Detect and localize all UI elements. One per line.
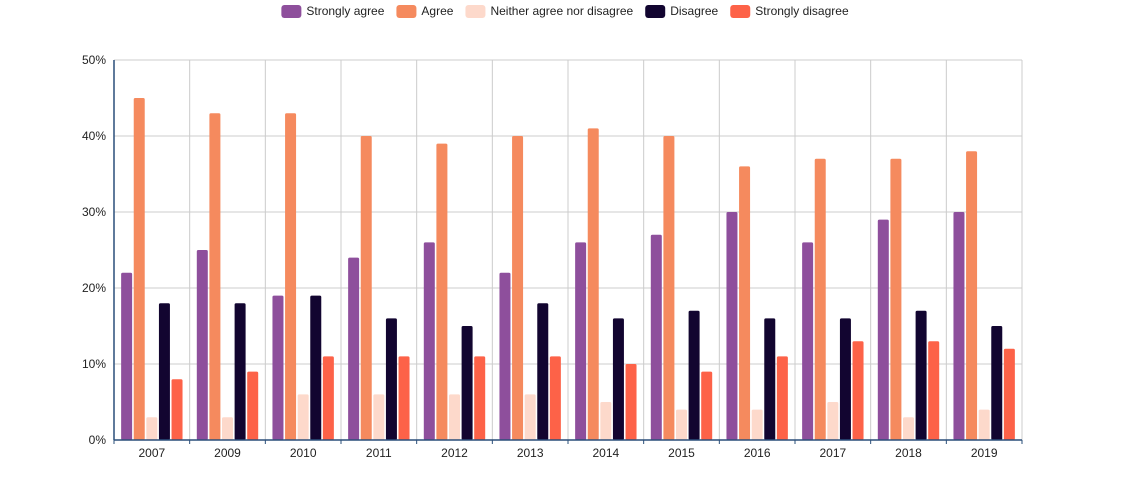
legend-swatch (645, 5, 666, 18)
bar (739, 166, 751, 440)
bar (663, 136, 675, 440)
y-tick-label: 20% (82, 281, 106, 295)
bar (575, 242, 587, 440)
bar (600, 402, 612, 440)
x-tick-label: 2016 (744, 446, 771, 460)
bars (121, 98, 1015, 441)
bar (890, 158, 902, 441)
bar (499, 272, 511, 440)
bar (272, 295, 284, 440)
bar (688, 310, 700, 440)
bar (423, 242, 435, 440)
bar (802, 242, 814, 440)
legend-label: Disagree (670, 4, 718, 18)
y-axis: 0% 10% 20% 30% 40% 50% (82, 53, 115, 447)
x-tick-label: 2015 (668, 446, 695, 460)
bar (814, 158, 826, 441)
bar (966, 151, 978, 440)
bar (625, 364, 637, 440)
legend-swatch (396, 5, 417, 18)
y-tick-label: 50% (82, 53, 106, 67)
legend-item[interactable]: Disagree (645, 4, 719, 18)
bar (398, 356, 410, 440)
bar (158, 303, 170, 440)
bar (1003, 348, 1015, 440)
gridlines (113, 59, 1023, 441)
bar (839, 318, 851, 440)
y-tick-label: 10% (82, 357, 106, 371)
bar (360, 136, 372, 440)
x-tick-label: 2018 (895, 446, 922, 460)
legend-item[interactable]: Strongly disagree (730, 4, 849, 18)
bar (726, 212, 738, 440)
legend-label: Strongly disagree (755, 4, 849, 18)
bar (512, 136, 524, 440)
legend-swatch (281, 5, 302, 18)
legend: Strongly agree Agree Neither agree nor dis… (281, 4, 849, 18)
x-tick-label: 2014 (592, 446, 619, 460)
bar (247, 371, 259, 440)
bar (385, 318, 397, 440)
bar (121, 272, 133, 440)
bar (650, 234, 662, 440)
bar (701, 371, 713, 440)
bar (776, 356, 788, 440)
bar (978, 409, 990, 440)
legend-label: Agree (421, 4, 453, 18)
bar (310, 295, 322, 440)
bar (928, 341, 940, 440)
bar (676, 409, 687, 440)
bar (234, 303, 246, 440)
bar (991, 326, 1003, 440)
x-tick-label: 2017 (819, 446, 846, 460)
legend-label: Strongly agree (306, 4, 384, 18)
legend-swatch (730, 5, 751, 18)
legend-item[interactable]: Strongly agree (281, 4, 385, 18)
bar (764, 318, 776, 440)
bar (852, 341, 864, 440)
bar (537, 303, 549, 440)
bar (449, 394, 460, 440)
x-tick-label: 2009 (214, 446, 241, 460)
legend-item[interactable]: Agree (396, 4, 454, 18)
bar (209, 113, 221, 440)
bar (953, 212, 965, 440)
bar (612, 318, 624, 440)
x-tick-label: 2010 (290, 446, 317, 460)
bar (133, 98, 145, 440)
bar (587, 128, 599, 440)
bar (196, 250, 208, 440)
bar (373, 394, 385, 440)
bar (348, 257, 360, 440)
bar (549, 356, 561, 440)
bar (461, 326, 473, 440)
legend-label: Neither agree nor disagree (490, 4, 633, 18)
legend-swatch (465, 5, 486, 18)
bar (436, 143, 448, 440)
x-tick-label: 2011 (366, 446, 392, 460)
bar (903, 417, 914, 440)
y-tick-label: 40% (82, 129, 106, 143)
x-tick-label: 2019 (971, 446, 998, 460)
bar (524, 394, 536, 440)
bar (285, 113, 297, 440)
x-tick-label: 2012 (441, 446, 468, 460)
bar (915, 310, 927, 440)
bar (171, 379, 183, 440)
y-tick-label: 0% (89, 433, 107, 447)
x-axis: 2007 2009 2010 2011 2012 2013 2014 2015 2016 2017… (113, 439, 1023, 460)
bar (146, 417, 158, 440)
x-tick-label: 2007 (138, 446, 165, 460)
y-tick-label: 30% (82, 205, 106, 219)
bar (877, 219, 889, 440)
bar (827, 402, 839, 440)
legend-item[interactable]: Neither agree nor disagree (465, 4, 634, 18)
bar (751, 409, 763, 440)
bar (222, 417, 233, 440)
bar (322, 356, 334, 440)
bar (474, 356, 486, 440)
bar (297, 394, 309, 440)
x-tick-label: 2013 (517, 446, 544, 460)
